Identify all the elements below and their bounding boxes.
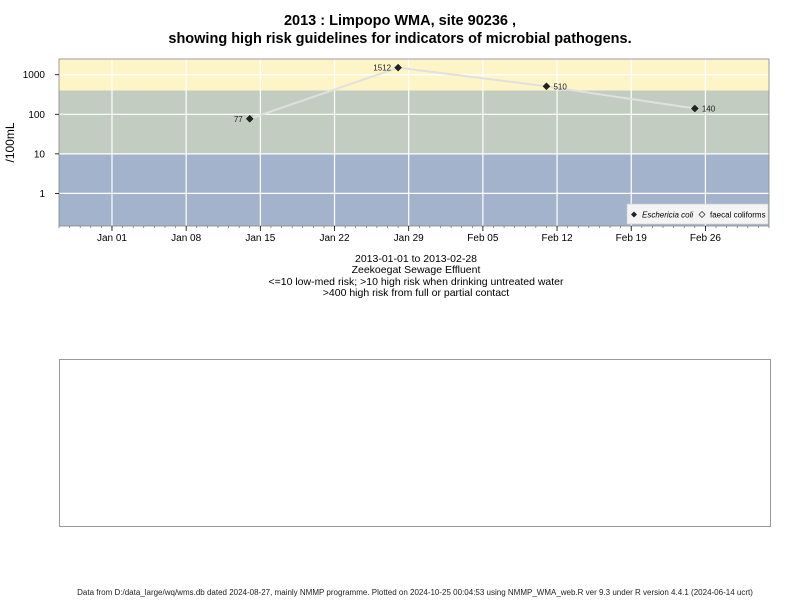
empty-plot-panel (59, 359, 771, 527)
x-tick-label: Feb 05 (467, 233, 499, 244)
site-name: Zeekoegat Sewage Effluent (351, 264, 481, 276)
y-tick-label: 100 (28, 110, 45, 121)
y-tick-label: 1000 (23, 70, 46, 81)
x-tick-label: Jan 15 (245, 233, 275, 244)
chart-title-line-1: 2013 : Limpopo WMA, site 90236 , (283, 13, 517, 29)
x-tick-label: Feb 12 (541, 233, 573, 244)
date-range: 2013-01-01 to 2013-02-28 (354, 253, 477, 265)
data-label: 140 (702, 105, 716, 114)
x-tick-label: Jan 01 (97, 233, 127, 244)
x-tick-label: Feb 19 (616, 233, 648, 244)
risk-note-contact: >400 high risk from full or partial cont… (322, 287, 510, 299)
data-label: 77 (234, 115, 243, 124)
data-point (690, 104, 699, 113)
x-tick-label: Feb 26 (690, 233, 722, 244)
risk-band-1 (59, 90, 769, 154)
data-point (394, 63, 402, 72)
data-source-footer: Data from D:/data_large/wq/wms.db dated … (77, 588, 753, 597)
x-tick-label: Jan 22 (320, 233, 350, 244)
series-line (249, 66, 695, 120)
data-label: 1512 (373, 64, 391, 73)
x-tick-label: Jan 29 (394, 233, 424, 244)
legend-marker-faecal (698, 211, 706, 218)
x-tick-label: Jan 08 (171, 233, 201, 244)
y-tick-label: 1 (39, 189, 45, 200)
plot-border (58, 58, 770, 227)
data-label: 510 (553, 82, 567, 91)
risk-note-drinking: <=10 low-med risk; >10 high risk when dr… (268, 276, 564, 288)
legend-entry-faecal: faecal coliforms (710, 211, 766, 220)
legend-box (626, 203, 769, 225)
chart-title-line-2: showing high risk guidelines for indicat… (168, 31, 632, 47)
data-point (542, 82, 551, 91)
chart-area: 1 10 100 1000 Jan 01 Jan 08 Jan 15 Jan 22 Jan 29… (3, 58, 770, 244)
legend-marker-ecoli (631, 211, 637, 218)
data-point (245, 114, 254, 123)
y-axis-label: /100mL (3, 122, 17, 162)
y-tick-label: 10 (34, 149, 46, 160)
legend-entry-ecoli: Eschericia coli (642, 211, 693, 220)
